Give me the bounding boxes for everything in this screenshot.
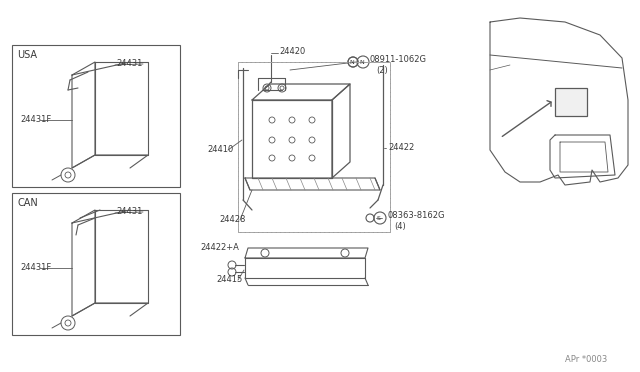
Text: 24410: 24410 (207, 145, 233, 154)
Text: 24431F: 24431F (20, 263, 51, 272)
Text: 24420: 24420 (279, 46, 305, 55)
Text: (4): (4) (394, 221, 406, 231)
Bar (12, 193, 180, 335)
Text: 24431: 24431 (116, 58, 142, 67)
Text: 24415: 24415 (216, 276, 243, 285)
Text: USA: USA (17, 50, 37, 60)
Bar (238, 62, 390, 232)
Text: (2): (2) (376, 65, 388, 74)
Text: N: N (360, 60, 364, 64)
Text: 24422+A: 24422+A (200, 244, 239, 253)
Text: 08363-8162G: 08363-8162G (388, 211, 445, 219)
Bar (12, 45, 180, 187)
Text: APr *0003: APr *0003 (565, 356, 607, 365)
Text: S: S (377, 215, 381, 221)
Text: 24431F: 24431F (20, 115, 51, 124)
Text: N: N (349, 60, 355, 64)
Bar (238, 62, 390, 232)
Text: 24422: 24422 (388, 144, 414, 153)
Bar (555, 88, 587, 116)
Text: 24428: 24428 (219, 215, 245, 224)
Text: 08911-1062G: 08911-1062G (370, 55, 427, 64)
Text: 24431: 24431 (116, 206, 142, 215)
Text: CAN: CAN (17, 198, 38, 208)
